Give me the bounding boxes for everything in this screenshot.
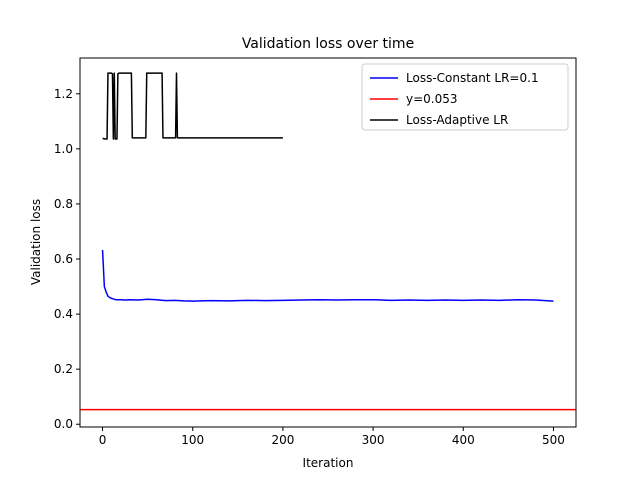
- y-tick-label: 0.8: [54, 197, 73, 211]
- x-tick-label: 300: [362, 433, 385, 447]
- x-tick-label: 0: [99, 433, 107, 447]
- legend-label-1: y=0.053: [406, 92, 458, 106]
- series-line-0: [101, 249, 554, 302]
- axes: 0 100 200 300 400 500 0.0 0.2 0.4 0.6 0.8 1.0 1.2: [54, 57, 577, 447]
- legend-box: [361, 63, 569, 131]
- legend-label-0: Loss-Constant LR=0.1: [406, 71, 539, 85]
- legend: Loss-Constant LR=0.1 y=0.053 Loss-Adaptive…: [361, 63, 569, 131]
- x-tick-label: 100: [181, 433, 204, 447]
- x-axis-label: Iteration: [303, 456, 354, 470]
- y-tick-label: 0.6: [54, 252, 73, 266]
- plot-area: [80, 72, 576, 411]
- legend-label-2: Loss-Adaptive LR: [406, 113, 508, 127]
- y-axis-label: Validation loss: [29, 199, 43, 285]
- y-tick-label: 0.0: [54, 417, 73, 431]
- y-tick-label: 0.4: [54, 307, 73, 321]
- x-tick-label: 200: [271, 433, 294, 447]
- x-tick-label: 400: [452, 433, 475, 447]
- plot-frame: [79, 57, 577, 428]
- chart-title: Validation loss over time: [242, 36, 414, 52]
- y-tick-label: 1.2: [54, 87, 73, 101]
- series-line-2: [102, 72, 283, 140]
- y-tick-label: 0.2: [54, 362, 73, 376]
- x-tick-label: 500: [542, 433, 565, 447]
- y-tick-label: 1.0: [54, 142, 73, 156]
